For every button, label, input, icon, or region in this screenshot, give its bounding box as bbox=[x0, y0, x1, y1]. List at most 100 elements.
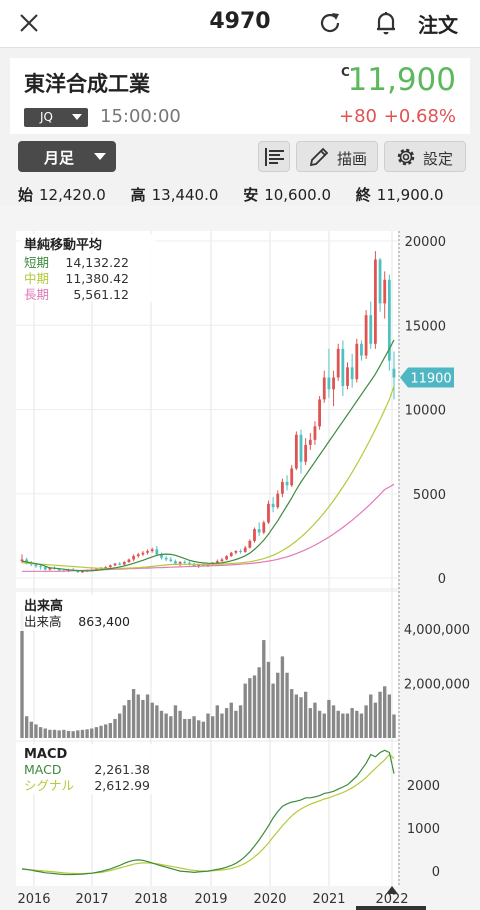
macd-tick-label: 0 bbox=[432, 865, 440, 880]
close-price-mark: C bbox=[341, 65, 350, 79]
indicator-list-button[interactable] bbox=[258, 141, 290, 172]
order-button[interactable]: 注文 bbox=[418, 13, 458, 37]
candle-body bbox=[225, 556, 228, 560]
price-tick-label: 15000 bbox=[405, 319, 446, 334]
volume-bar bbox=[62, 729, 66, 738]
last-price-tag bbox=[400, 367, 454, 388]
candle-body bbox=[350, 367, 354, 380]
volume-bar bbox=[94, 727, 99, 738]
candle-body bbox=[327, 377, 331, 390]
volume-bar bbox=[201, 721, 206, 738]
volume-bar bbox=[34, 724, 38, 738]
company-name: 東洋合成工業 bbox=[24, 72, 150, 96]
macd-tick-label: 2000 bbox=[407, 779, 440, 794]
volume-bar bbox=[229, 702, 233, 738]
volume-legend-value: 863,400 bbox=[78, 614, 130, 629]
candle-body bbox=[169, 559, 173, 562]
draw-button[interactable]: 描画 bbox=[296, 141, 378, 172]
volume-bar bbox=[76, 730, 80, 738]
candle-body bbox=[81, 571, 84, 573]
ma-legend-box bbox=[20, 234, 156, 302]
volume-bar bbox=[24, 716, 29, 738]
candle-body bbox=[257, 529, 261, 533]
refresh-icon[interactable] bbox=[316, 9, 344, 37]
market-label: JQ bbox=[40, 110, 53, 124]
volume-bar bbox=[322, 713, 326, 738]
candle-body bbox=[308, 439, 312, 445]
volume-bar bbox=[71, 731, 75, 738]
candle-body bbox=[178, 561, 182, 564]
period-selector[interactable]: 月足 bbox=[18, 141, 116, 172]
macd-legend-name: シグナル bbox=[24, 778, 74, 793]
gear-icon bbox=[397, 148, 415, 166]
volume-bar bbox=[131, 689, 136, 738]
volume-bar bbox=[243, 683, 247, 738]
candle-body bbox=[378, 259, 382, 304]
volume-bar bbox=[266, 661, 271, 738]
last-price-label: 11900 bbox=[410, 371, 451, 386]
volume-bar bbox=[169, 716, 173, 738]
settings-button[interactable]: 設定 bbox=[384, 141, 466, 172]
candle-body bbox=[383, 279, 387, 304]
market-selector[interactable]: JQ bbox=[24, 108, 88, 127]
candle-body bbox=[136, 554, 140, 557]
candle-body bbox=[234, 551, 238, 553]
candle-body bbox=[201, 564, 205, 566]
volume-bar bbox=[345, 713, 350, 738]
chevron-down-icon bbox=[94, 153, 106, 160]
candle-body bbox=[336, 348, 340, 378]
volume-tick-label: 2,000,000 bbox=[404, 678, 470, 693]
ma-legend-value: 11,380.42 bbox=[65, 271, 129, 286]
list-icon bbox=[265, 148, 284, 166]
candle-body bbox=[57, 568, 61, 571]
volume-bar bbox=[224, 708, 229, 738]
cursor-marker bbox=[386, 886, 398, 894]
bell-icon[interactable] bbox=[371, 8, 401, 38]
year-tick-label: 2020 bbox=[253, 892, 286, 907]
volume-bar bbox=[331, 705, 336, 738]
price-tick-label: 20000 bbox=[405, 235, 446, 250]
candle-body bbox=[322, 377, 326, 400]
candle-body bbox=[20, 559, 24, 562]
candle-body bbox=[341, 348, 345, 386]
close-icon[interactable] bbox=[14, 8, 44, 38]
candle-body bbox=[113, 563, 117, 566]
volume-bar bbox=[369, 694, 373, 738]
volume-bar bbox=[104, 724, 108, 738]
volume-bar bbox=[355, 710, 359, 738]
volume-bar bbox=[336, 710, 340, 738]
candle-body bbox=[290, 468, 294, 486]
volume-bar bbox=[187, 718, 192, 738]
volume-bar bbox=[113, 718, 117, 738]
candle-body bbox=[267, 503, 270, 523]
volume-bar bbox=[108, 723, 113, 738]
volume-bar bbox=[215, 705, 219, 738]
volume-bar bbox=[155, 705, 159, 738]
scroll-indicator bbox=[356, 906, 426, 910]
ma-legend-name: 中期 bbox=[24, 271, 49, 286]
volume-bar bbox=[383, 686, 387, 738]
macd-legend-value: 2,261.38 bbox=[94, 762, 150, 777]
volume-bar bbox=[280, 656, 285, 738]
volume-bar bbox=[364, 705, 368, 738]
candle-body bbox=[122, 561, 126, 565]
volume-bar bbox=[234, 710, 238, 738]
candle-body bbox=[39, 566, 42, 568]
volume-bar bbox=[173, 705, 178, 738]
volume-bar bbox=[210, 716, 215, 738]
candle-body bbox=[141, 552, 145, 555]
candle-body bbox=[188, 562, 191, 565]
volume-bar bbox=[80, 729, 85, 738]
ma-legend-name: 長期 bbox=[24, 287, 49, 302]
macd-legend-box bbox=[20, 744, 154, 794]
volume-bar bbox=[117, 713, 122, 738]
year-tick-label: 2019 bbox=[194, 892, 227, 907]
year-tick-label: 2021 bbox=[312, 892, 345, 907]
candle-body bbox=[174, 561, 177, 564]
candle-body bbox=[132, 556, 135, 560]
volume-bar bbox=[141, 699, 145, 738]
volume-legend-box bbox=[20, 595, 134, 631]
macd-legend-name: MACD bbox=[24, 762, 61, 777]
candle-body bbox=[285, 481, 289, 486]
